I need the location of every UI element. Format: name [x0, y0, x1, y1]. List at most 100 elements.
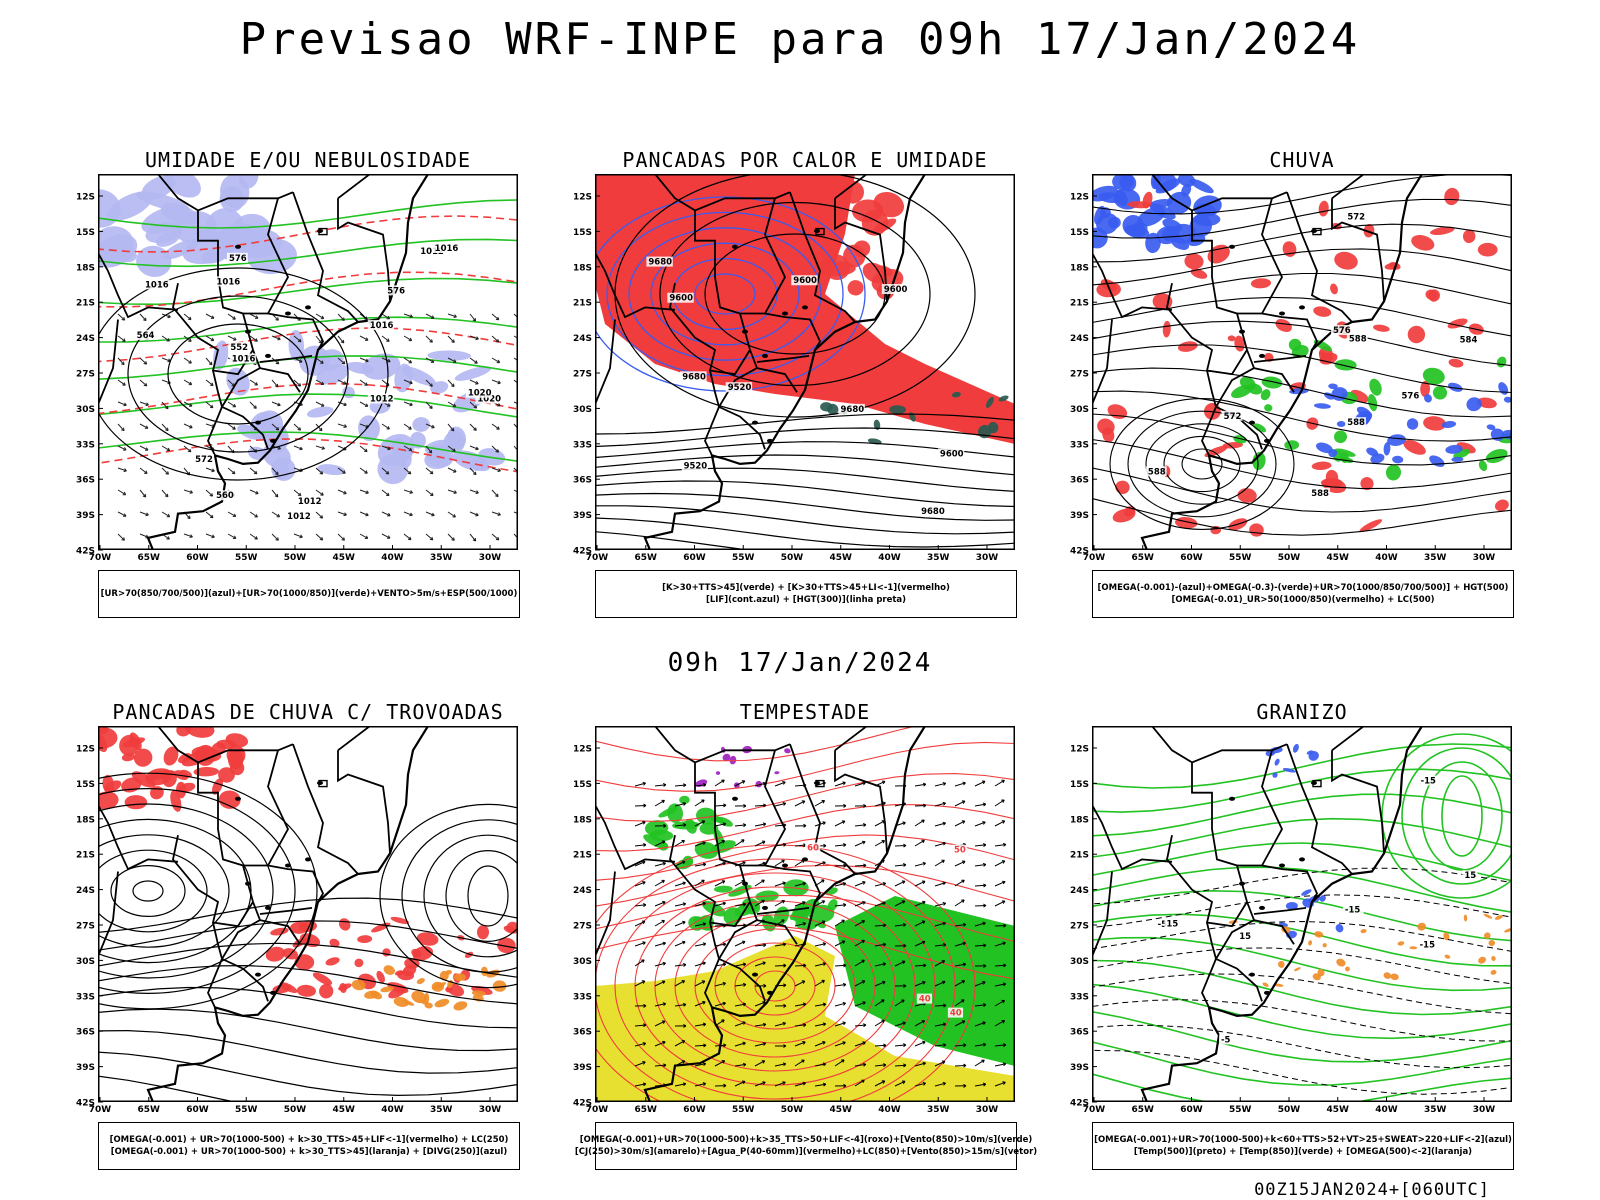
lat-tick-label: 21S [573, 851, 592, 861]
lat-tick-label: 21S [76, 851, 95, 861]
legend-line: [OMEGA(-0.001)+UR>70(1000-500)+k<60+TTS>… [1094, 1135, 1512, 1145]
contour-label: -5 [1158, 920, 1168, 930]
lat-tick-label: 24S [1070, 886, 1089, 896]
legend-line: [OMEGA(-0.001) + UR>70(1000-500) + k>30_… [109, 1135, 509, 1145]
lon-tick-label: 45W [1327, 1105, 1350, 1115]
contour-label: 576 [387, 286, 405, 296]
lon-tick-label: 45W [333, 553, 356, 563]
lon-tick-label: 70W [89, 1105, 112, 1115]
lon-tick-label: 45W [1327, 553, 1350, 563]
panel-chuva[interactable]: CHUVA 588 588 588 588 584 576 572 572 576 12S 15S 18… [1070, 148, 1514, 618]
lon-tick-label: 45W [333, 1105, 356, 1115]
lon-tick-label: 30W [479, 553, 502, 563]
lat-tick-label: 21S [1070, 299, 1089, 309]
lat-tick-label: 12S [573, 745, 592, 755]
lat-tick-label: 12S [76, 745, 95, 755]
weather-map[interactable]: 40 50 40 60 12S 15S 18S 21S 24S 27S 30S 33S 36S 39S 42… [565, 726, 1015, 1118]
contour-label: 40 [919, 995, 931, 1005]
lat-tick-label: 30S [1070, 957, 1089, 967]
lon-tick-label: 50W [1278, 553, 1301, 563]
panel-pancadas-calor[interactable]: PANCADAS POR CALOR E UMIDADE 9680 9680 9680… [573, 148, 1017, 618]
lon-tick-label: 65W [138, 553, 161, 563]
lon-tick-label: 50W [1278, 1105, 1301, 1115]
lon-tick-label: 65W [635, 1105, 658, 1115]
contour-label: -5 [1221, 1035, 1231, 1045]
lon-tick-label: 50W [781, 1105, 804, 1115]
panel-legend: [K>30+TTS>45](verde) + [K>30+TTS>45+LI<-… [595, 570, 1017, 618]
lat-tick-label: 39S [573, 511, 592, 521]
panel-legend: [OMEGA(-0.001) + UR>70(1000-500) + k>30_… [98, 1122, 520, 1170]
lon-tick-label: 55W [732, 553, 755, 563]
lat-tick-label: 12S [1070, 745, 1089, 755]
lon-tick-label: 40W [878, 553, 901, 563]
lon-tick-label: 60W [186, 1105, 209, 1115]
contour-label: 9680 [682, 372, 706, 382]
lon-tick-label: 30W [976, 553, 999, 563]
lon-tick-label: 50W [781, 553, 804, 563]
contour-label: 1016 [232, 355, 256, 365]
panel-pancadas-trovoadas[interactable]: PANCADAS DE CHUVA C/ TROVOADAS 12S 15S 18S 2… [76, 700, 520, 1175]
contour-label: 552 [230, 343, 248, 353]
lat-tick-label: 15S [76, 780, 95, 790]
lat-tick-label: 36S [76, 476, 95, 486]
legend-line: [Temp(500)](preto) + [Temp(850)](verde) … [1133, 1147, 1473, 1157]
contour-label: 588 [1347, 418, 1365, 428]
lon-tick-label: 30W [479, 1105, 502, 1115]
contour-label: 576 [1401, 391, 1419, 401]
lat-tick-label: 18S [1070, 263, 1089, 273]
panel-granizo[interactable]: GRANIZO -15 -15 -15 -5 15 15 15 -5 12S 15S 18S 21S 24… [1070, 700, 1514, 1175]
lat-tick-label: 15S [573, 228, 592, 238]
lon-tick-label: 70W [1083, 1105, 1106, 1115]
panel-tempestade[interactable]: TEMPESTADE 40 50 40 60 12S 15S 18S 21S 24S 27S 30S 3… [573, 700, 1037, 1175]
lat-tick-label: 30S [76, 405, 95, 415]
panel-title: UMIDADE E/OU NEBULOSIDADE [144, 148, 472, 172]
panel-umidade[interactable]: UMIDADE E/OU NEBULOSIDADE 1016 1016 1016 101… [76, 148, 520, 618]
contour-label: 1020 [477, 395, 501, 405]
contour-label: 576 [1333, 326, 1351, 336]
lat-tick-label: 42S [76, 547, 95, 557]
contour-label: 572 [1224, 412, 1242, 422]
lon-tick-label: 35W [927, 1105, 950, 1115]
legend-line: [OMEGA(-0.01)_UR>50(1000/850)(vermelho) … [1171, 595, 1435, 605]
contour-label: 1020 [468, 389, 492, 399]
lat-tick-label: 36S [1070, 476, 1089, 486]
contour-label: 9680 [840, 405, 864, 415]
weather-map[interactable]: 1016 101610161012101210121012101610161020… [68, 174, 518, 566]
contour-label: 9520 [684, 461, 708, 471]
lon-tick-label: 55W [235, 553, 258, 563]
contour-label: 1012 [420, 247, 444, 257]
panel-legend: [OMEGA(-0.001)-(azul)+OMEGA(-0.3)-(verde… [1092, 570, 1514, 618]
contour-label: 576 [229, 254, 247, 264]
weather-map[interactable]: -15-15-15-5 151515-512S15S18S21S24S27S30S… [1062, 726, 1512, 1118]
contour-label: 588 [1349, 334, 1367, 344]
lon-tick-label: 35W [1424, 1105, 1447, 1115]
contour-label: 9600 [940, 449, 964, 459]
contour-label: 588 [1148, 467, 1166, 477]
contour-label: 1012 [298, 497, 322, 507]
contour-label: -15 [1421, 777, 1436, 787]
lat-tick-label: 12S [76, 193, 95, 203]
contour-label: 572 [1347, 212, 1365, 222]
weather-map[interactable]: 9680 9680 9680 9680 9600 9600 9520 9520 9600 9600… [565, 174, 1015, 566]
lat-tick-label: 15S [573, 780, 592, 790]
lat-tick-label: 15S [1070, 780, 1089, 790]
lon-tick-label: 30W [1473, 553, 1496, 563]
lon-tick-label: 40W [1375, 1105, 1398, 1115]
lat-tick-label: 39S [1070, 511, 1089, 521]
lon-tick-label: 35W [430, 553, 453, 563]
lon-tick-label: 60W [1180, 553, 1203, 563]
lat-tick-label: 18S [573, 263, 592, 273]
lat-tick-label: 24S [573, 886, 592, 896]
lat-tick-label: 36S [573, 476, 592, 486]
lat-tick-label: 18S [76, 263, 95, 273]
lon-tick-label: 30W [976, 1105, 999, 1115]
lat-tick-label: 33S [573, 440, 592, 450]
lat-tick-label: 42S [1070, 547, 1089, 557]
lat-tick-label: 42S [573, 1099, 592, 1109]
weather-map[interactable]: 588 588 588 588 584 576 572 572 576 12S 15S 18S 21S 2… [1062, 174, 1512, 566]
lat-tick-label: 33S [1070, 440, 1089, 450]
lon-tick-label: 55W [732, 1105, 755, 1115]
lat-tick-label: 42S [573, 547, 592, 557]
lat-tick-label: 12S [1070, 193, 1089, 203]
